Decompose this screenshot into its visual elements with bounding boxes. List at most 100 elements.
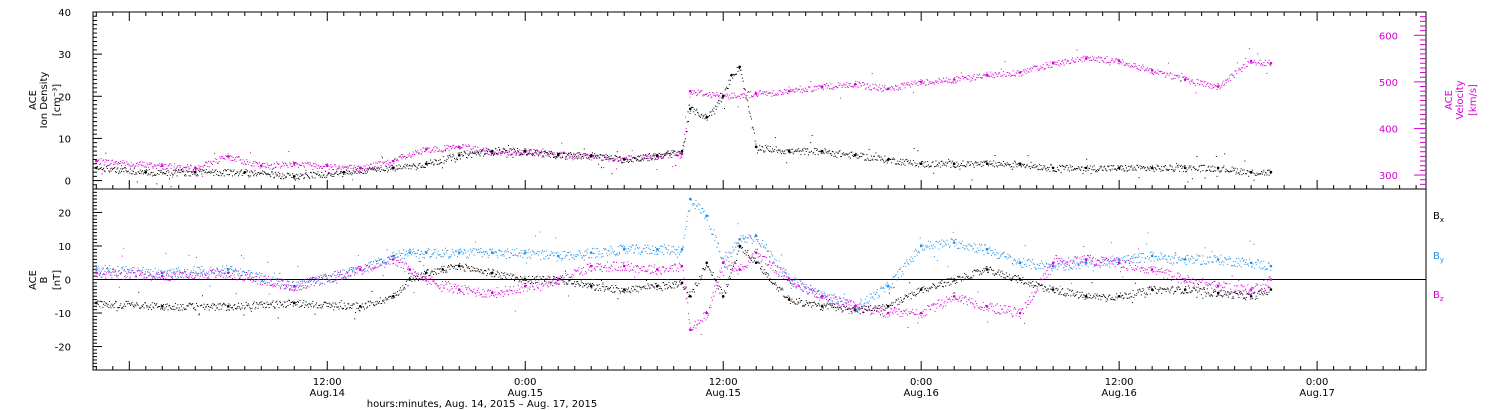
- bx-dot: [1115, 296, 1117, 298]
- bx-dot: [485, 270, 487, 272]
- bx-dot: [121, 306, 123, 308]
- bx-dot: [1158, 288, 1160, 290]
- density-dot: [987, 165, 989, 167]
- density-dot: [648, 153, 650, 155]
- velocity-dot: [124, 164, 126, 166]
- bx-dot: [949, 278, 951, 280]
- bx-dot: [739, 247, 741, 249]
- bx-dot: [120, 303, 122, 305]
- bx-dot: [1122, 298, 1124, 300]
- bx-dot: [254, 308, 256, 310]
- velocity-dot: [552, 152, 554, 154]
- velocity-dot: [753, 95, 755, 97]
- density-dot: [952, 165, 954, 167]
- velocity-dot: [1101, 59, 1103, 61]
- velocity-dot: [981, 77, 983, 79]
- bx-dot: [536, 275, 538, 277]
- bx-dot: [359, 310, 361, 312]
- bx-dot: [957, 275, 959, 277]
- velocity-dot: [489, 151, 491, 153]
- density-dot: [244, 173, 246, 175]
- velocity-dot: [684, 133, 686, 135]
- density-dot: [1140, 165, 1142, 167]
- density-dot: [229, 169, 231, 171]
- bx-dot: [693, 291, 695, 293]
- density-dot: [274, 171, 276, 173]
- density-dot: [706, 119, 708, 121]
- velocity-dot: [993, 77, 995, 79]
- bx-dot: [1023, 283, 1025, 285]
- bx-dot: [375, 301, 377, 303]
- density-dot: [568, 152, 570, 154]
- density-dot: [667, 150, 669, 152]
- velocity-dot: [388, 161, 390, 163]
- density-dot: [869, 159, 871, 161]
- bx-dot: [607, 287, 609, 289]
- bx-dot: [733, 262, 735, 264]
- density-dot: [179, 169, 181, 171]
- density-dot: [520, 152, 522, 154]
- density-dot: [253, 175, 255, 177]
- density-dot: [366, 169, 368, 171]
- bx-dot: [318, 305, 320, 307]
- bx-dot: [1221, 295, 1223, 297]
- bx-dot: [720, 289, 722, 291]
- velocity-dot: [1218, 83, 1220, 85]
- velocity-dot: [913, 82, 915, 84]
- bx-dot: [1053, 292, 1055, 294]
- velocity-dot: [280, 165, 282, 167]
- bx-dot: [876, 310, 878, 312]
- density-dot: [403, 166, 405, 168]
- bx-dot: [1225, 293, 1227, 295]
- bx-dot: [568, 280, 570, 282]
- velocity-dot: [169, 163, 171, 165]
- velocity-dot: [260, 165, 262, 167]
- bx-dot: [1126, 297, 1128, 299]
- bx-dot: [785, 296, 787, 298]
- density-dot: [805, 150, 807, 152]
- density-dot: [1029, 168, 1031, 170]
- velocity-dot: [1113, 61, 1115, 63]
- bx-dot: [464, 270, 466, 272]
- bx-dot: [1116, 293, 1118, 295]
- velocity-dot: [352, 167, 354, 169]
- velocity-dot: [210, 161, 212, 163]
- density-dot: [863, 153, 865, 155]
- velocity-dot: [871, 73, 873, 75]
- bx-dot: [282, 303, 284, 305]
- velocity-dot: [1050, 66, 1052, 68]
- velocity-dot: [885, 88, 887, 90]
- density-dot: [552, 156, 554, 158]
- density-dot: [1206, 169, 1208, 171]
- density-dot: [1037, 168, 1039, 170]
- density-dot: [468, 153, 470, 155]
- velocity-dot: [130, 166, 132, 168]
- velocity-dot: [100, 163, 102, 165]
- bx-dot: [1217, 294, 1219, 296]
- density-dot: [299, 176, 301, 178]
- bx-dot: [984, 270, 986, 272]
- density-dot: [534, 152, 536, 154]
- density-dot: [1152, 168, 1154, 170]
- bx-dot: [385, 297, 387, 299]
- velocity-dot: [97, 160, 99, 162]
- velocity-dot: [474, 146, 476, 148]
- velocity-dot: [994, 72, 996, 74]
- bx-dot: [975, 270, 977, 272]
- velocity-dot: [1107, 61, 1109, 63]
- bx-dot: [1012, 276, 1014, 278]
- velocity-dot: [223, 157, 225, 159]
- velocity-dot: [252, 163, 254, 165]
- bx-dot: [775, 284, 777, 286]
- velocity-dot: [1224, 79, 1226, 81]
- bx-dot: [273, 306, 275, 308]
- velocity-dot: [666, 153, 668, 155]
- bx-dot: [580, 280, 582, 282]
- bx-dot: [520, 281, 522, 283]
- velocity-dot: [175, 168, 177, 170]
- velocity-dot: [235, 157, 237, 159]
- density-dot: [858, 157, 860, 159]
- velocity-dot: [241, 162, 243, 164]
- velocity-dot: [821, 88, 823, 90]
- density-dot: [1036, 165, 1038, 167]
